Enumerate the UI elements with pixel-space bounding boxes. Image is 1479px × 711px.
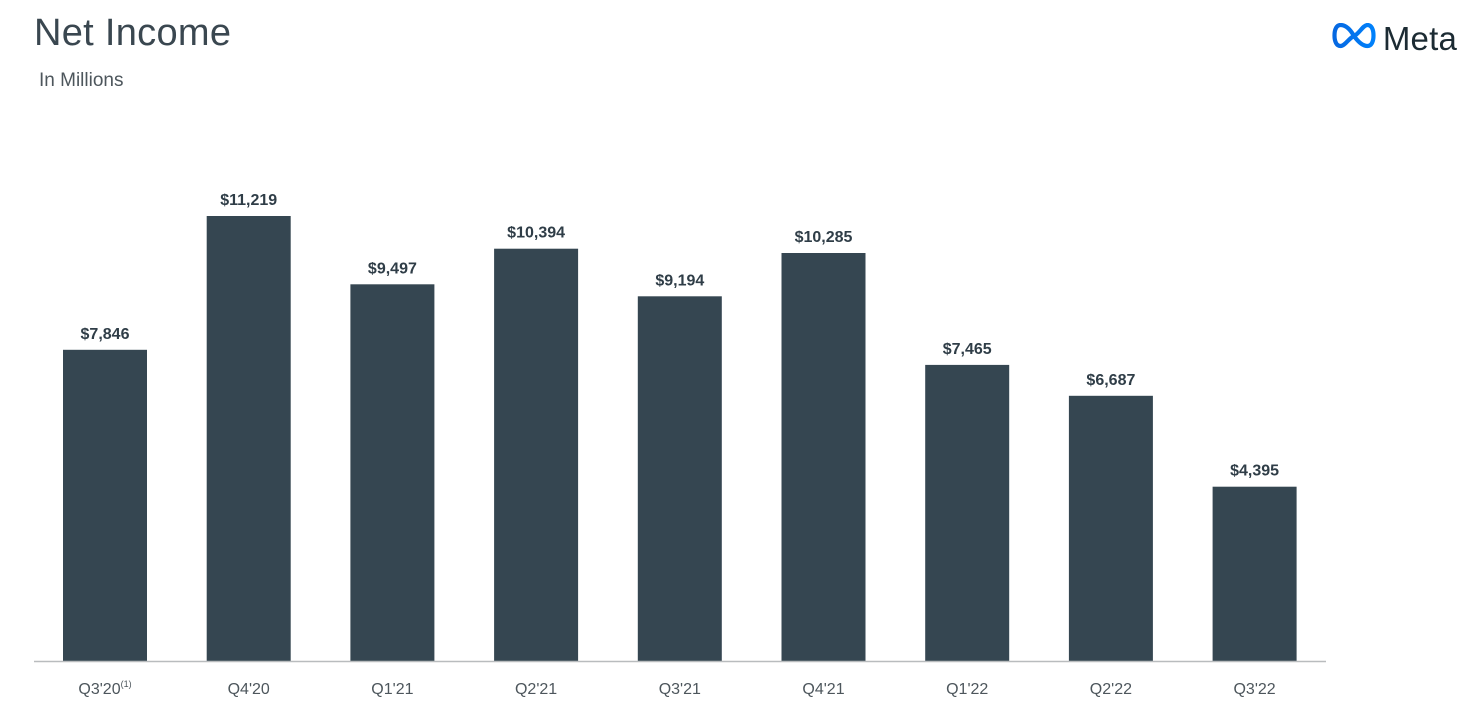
bar-value-label: $6,687 — [1086, 372, 1135, 389]
meta-infinity-logo-icon — [1332, 22, 1376, 54]
bar-Q4'20 — [206, 216, 291, 661]
bar-Q4'21 — [781, 253, 866, 661]
bar-value-label: $10,285 — [795, 229, 853, 246]
brand-name: Meta — [1382, 19, 1457, 57]
x-tick-label: Q3'21 — [659, 681, 701, 698]
bar-Q3'22 — [1212, 486, 1297, 661]
x-tick-label: Q1'22 — [946, 681, 988, 698]
x-tick-footnote: (1) — [121, 679, 132, 689]
x-tick-label: Q4'21 — [802, 681, 844, 698]
bar-value-label: $7,846 — [81, 326, 130, 343]
bar-value-label: $4,395 — [1230, 463, 1279, 480]
x-tick-label: Q2'22 — [1090, 681, 1132, 698]
x-tick-label: Q1'21 — [371, 681, 413, 698]
bar-Q2'21 — [494, 248, 579, 661]
bar-value-label: $11,219 — [220, 192, 277, 209]
bar-value-label: $9,497 — [368, 260, 417, 277]
meta-brand: Meta — [1332, 18, 1457, 58]
bar-Q3'20 — [63, 349, 147, 661]
x-tick-label: Q2'21 — [515, 681, 557, 698]
x-tick-label: Q4'20 — [228, 681, 270, 698]
x-tick-label: Q3'22 — [1233, 681, 1275, 698]
bar-Q1'21 — [350, 284, 435, 661]
bar-value-label: $9,194 — [655, 272, 704, 289]
x-tick-label: Q3'20(1) — [78, 679, 131, 698]
bar-Q3'21 — [637, 296, 722, 661]
bar-Q2'22 — [1068, 395, 1153, 661]
chart-subtitle: In Millions — [39, 70, 124, 91]
bar-value-label: $7,465 — [943, 341, 992, 358]
bar-value-label: $10,394 — [507, 225, 565, 242]
chart-title: Net Income — [34, 12, 232, 54]
bar-Q1'22 — [925, 364, 1010, 661]
